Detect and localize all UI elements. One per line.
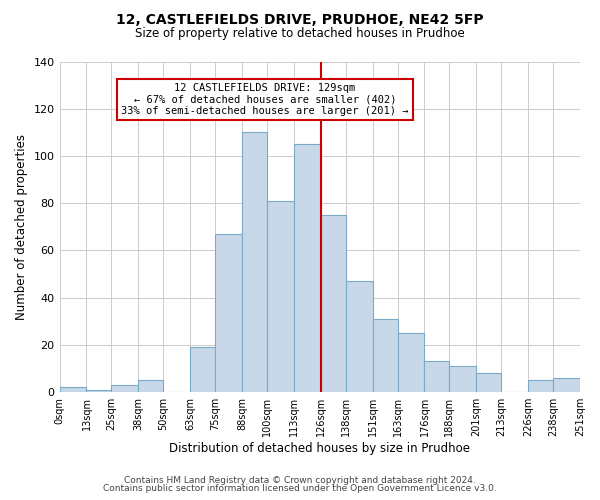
Bar (449, 366, 476, 392)
Bar (215, 234, 242, 392)
Bar (190, 348, 215, 392)
Bar (242, 132, 267, 392)
Bar (346, 281, 373, 392)
Bar (267, 201, 294, 392)
Bar (528, 380, 553, 392)
Bar (553, 378, 580, 392)
Bar (476, 374, 501, 392)
Bar (139, 380, 163, 392)
Bar (112, 385, 139, 392)
X-axis label: Distribution of detached houses by size in Prudhoe: Distribution of detached houses by size … (169, 442, 470, 455)
Y-axis label: Number of detached properties: Number of detached properties (15, 134, 28, 320)
Bar (424, 362, 449, 392)
Text: Contains public sector information licensed under the Open Government Licence v3: Contains public sector information licen… (103, 484, 497, 493)
Text: 12, CASTLEFIELDS DRIVE, PRUDHOE, NE42 5FP: 12, CASTLEFIELDS DRIVE, PRUDHOE, NE42 5F… (116, 12, 484, 26)
Bar (373, 319, 398, 392)
Bar (294, 144, 321, 392)
Text: 12 CASTLEFIELDS DRIVE: 129sqm
← 67% of detached houses are smaller (402)
33% of : 12 CASTLEFIELDS DRIVE: 129sqm ← 67% of d… (121, 83, 409, 116)
Bar (59, 388, 86, 392)
Bar (321, 215, 346, 392)
Bar (398, 333, 424, 392)
Bar (86, 390, 112, 392)
Text: Size of property relative to detached houses in Prudhoe: Size of property relative to detached ho… (135, 28, 465, 40)
Text: Contains HM Land Registry data © Crown copyright and database right 2024.: Contains HM Land Registry data © Crown c… (124, 476, 476, 485)
